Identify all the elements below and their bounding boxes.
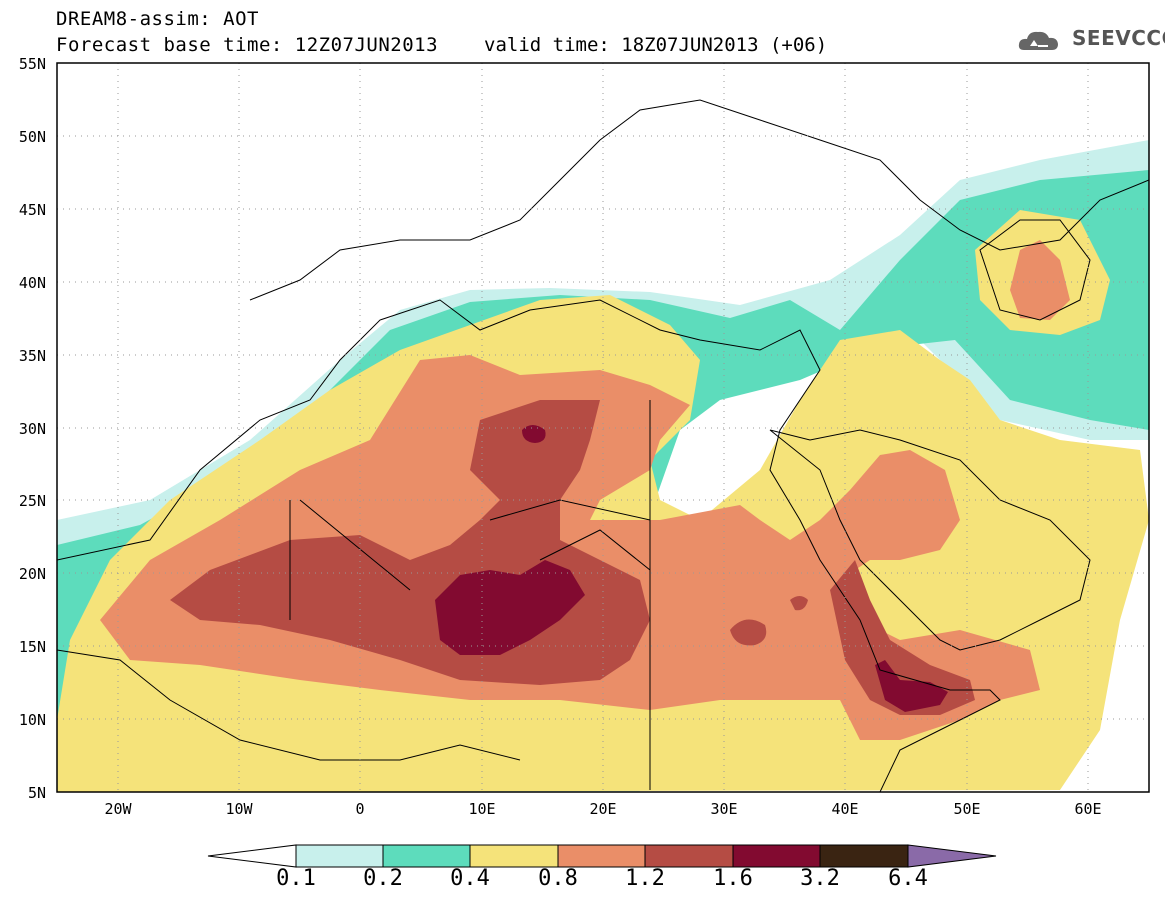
- colorbar-label: 0.1: [276, 866, 316, 891]
- lat-label: 15N: [18, 638, 46, 656]
- lat-label: 30N: [18, 420, 46, 438]
- colorbar-swatch: [819, 844, 909, 868]
- colorbar-label: 0.4: [450, 866, 490, 891]
- colorbar-label: 0.2: [363, 866, 403, 891]
- lat-label: 45N: [18, 201, 46, 219]
- colorbar-swatch: [295, 844, 384, 868]
- map-frame: [56, 62, 1150, 793]
- aot-band-1.6-redsea: [875, 660, 948, 712]
- colorbar-swatch: [557, 844, 646, 868]
- colorbar: [207, 844, 997, 868]
- lon-label: 20E: [589, 800, 617, 818]
- colorbar-under-arrow: [207, 844, 297, 868]
- colorbar-swatch: [469, 844, 559, 868]
- colorbar-label: 0.8: [538, 866, 578, 891]
- aot-band-1.6: [435, 560, 585, 655]
- coastlines: [57, 99, 1149, 792]
- colorbar-swatch: [644, 844, 734, 868]
- lat-label: 40N: [18, 274, 46, 292]
- lat-label: 50N: [18, 128, 46, 146]
- lon-label: 60E: [1074, 800, 1102, 818]
- logo-text: SEEVCCC: [1072, 26, 1165, 50]
- graticule: [57, 63, 1149, 792]
- lon-label: 10E: [468, 800, 496, 818]
- colorbar-label: 1.2: [625, 866, 665, 891]
- colorbar-swatch: [732, 844, 821, 868]
- aot-band-1.2-spot1: [730, 619, 767, 646]
- lon-label: 40E: [831, 800, 859, 818]
- colorbar-label: 3.2: [800, 866, 840, 891]
- lat-label: 5N: [27, 784, 46, 802]
- aot-band-1.6-spot: [522, 425, 546, 443]
- aot-band-1.2-redsea: [830, 560, 975, 715]
- lat-label: 35N: [18, 347, 46, 365]
- colorbar-label: 6.4: [888, 866, 928, 891]
- lat-label: 10N: [18, 711, 46, 729]
- lon-label: 10W: [225, 800, 253, 818]
- aot-band-0.8-north: [1010, 240, 1070, 320]
- lon-label: 50E: [953, 800, 981, 818]
- lon-label: 0: [355, 800, 365, 818]
- cloud-logo-icon: [1018, 31, 1058, 50]
- lat-label: 20N: [18, 565, 46, 583]
- lon-label: 20W: [104, 800, 132, 818]
- valid-time: valid time: 18Z07JUN2013 (+06): [484, 34, 828, 56]
- forecast-base-time: Forecast base time: 12Z07JUN2013: [56, 34, 439, 56]
- chart-title: DREAM8-assim: AOT: [56, 8, 259, 30]
- colorbar-swatch: [382, 844, 471, 868]
- lat-label: 55N: [18, 55, 46, 73]
- aot-band-1.2-spot2: [790, 596, 808, 611]
- lat-label: 25N: [18, 492, 46, 510]
- colorbar-label: 1.6: [713, 866, 753, 891]
- colorbar-over-arrow: [907, 844, 997, 868]
- lon-label: 30E: [710, 800, 738, 818]
